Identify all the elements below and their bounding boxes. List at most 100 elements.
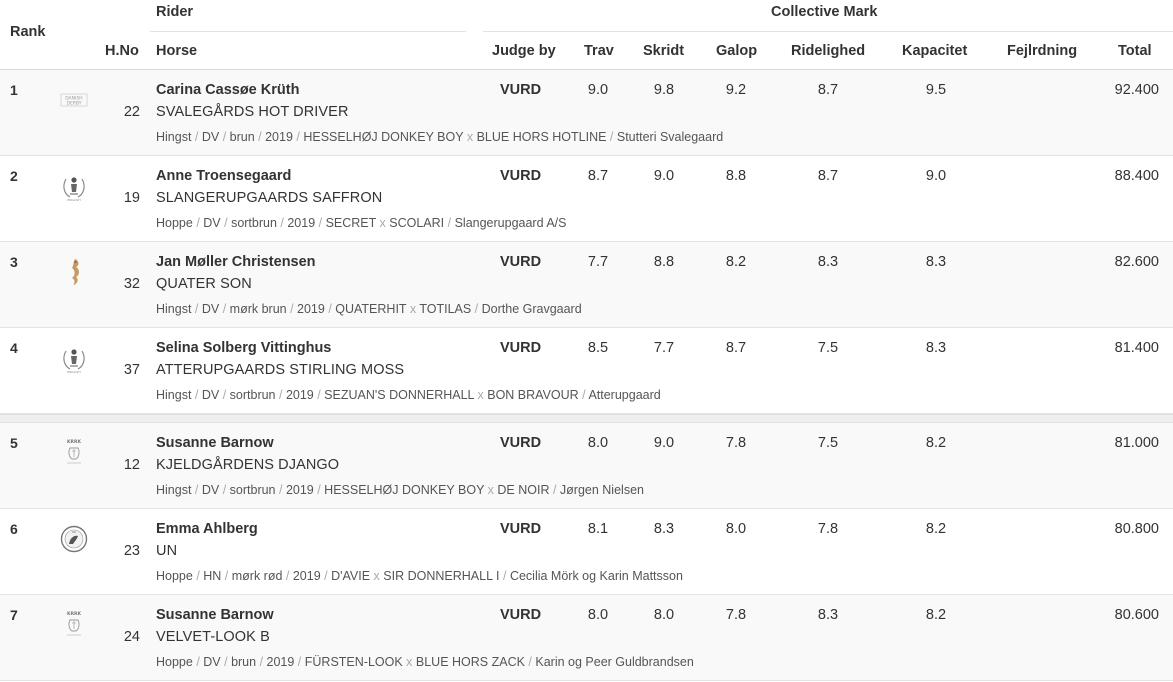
skridt-score: 8.8 [653, 254, 675, 270]
header-judge-by[interactable]: Judge by [492, 43, 556, 59]
horse-name[interactable]: SLANGERUPGAARDS SAFFRON [156, 190, 383, 206]
horse-name[interactable]: KJELDGÅRDENS DJANGO [156, 457, 340, 473]
horse-dam-sire[interactable]: SIR DONNERHALL I [383, 569, 500, 583]
horse-name[interactable]: VELVET-LOOK B [156, 629, 270, 645]
horse-breed: DV [203, 216, 221, 230]
total-score: 82.600 [1114, 254, 1159, 270]
horse-dam-sire[interactable]: TOTILAS [419, 302, 472, 316]
horse-breeder: Atterupgaard [588, 388, 661, 402]
table-row[interactable]: 5 KRRK 12 Susanne Barnow KJELDGÅRDENS DJANGO… [0, 423, 1173, 509]
rider-name[interactable]: Selina Solberg Vittinghus [156, 340, 332, 356]
table-row[interactable]: 4 ENGLISH 37 Selina Solberg Vittinghus ATTER… [0, 328, 1173, 414]
ridelighed-score: 7.5 [817, 340, 839, 356]
horse-breed: DV [203, 655, 221, 669]
rider-name[interactable]: Susanne Barnow [156, 435, 274, 451]
rider-name[interactable]: Emma Ahlberg [156, 521, 258, 537]
rank-cell: 2 [10, 168, 18, 184]
horse-gender: Hingst [156, 388, 192, 402]
horse-dam-sire[interactable]: BON BRAVOUR [487, 388, 579, 402]
kapacitet-score: 9.0 [925, 168, 947, 184]
horse-sire[interactable]: QUATERHIT [335, 302, 407, 316]
horse-pedigree: Hingst / DV / sortbrun / 2019 / HESSELHØ… [156, 483, 644, 497]
svg-text:DANISH: DANISH [65, 96, 82, 102]
horse-pedigree: Hoppe / DV / brun / 2019 / FÜRSTEN-LOOK … [156, 655, 694, 669]
horse-number: 12 [123, 457, 140, 473]
table-row[interactable]: 7 KRRK 24 Susanne Barnow VELVET-LOOK B Hoppe … [0, 595, 1173, 681]
horse-breed: HN [203, 569, 222, 583]
horse-name[interactable]: UN [156, 543, 178, 559]
horse-gender: Hingst [156, 302, 192, 316]
header-divider [483, 31, 1173, 32]
horse-sire[interactable]: D'AVIE [331, 569, 371, 583]
kapacitet-score: 8.2 [925, 521, 947, 537]
rider-name[interactable]: Jan Møller Christensen [156, 254, 316, 270]
horse-year: 2019 [287, 216, 316, 230]
horse-number: 23 [123, 543, 140, 559]
table-row[interactable]: 6 23 Emma Ahlberg UN Hoppe / HN / mørk rød /… [0, 509, 1173, 595]
horse-dam-sire[interactable]: BLUE HORS ZACK [415, 655, 525, 669]
galop-score: 7.8 [725, 435, 747, 451]
horse-gender: Hingst [156, 130, 192, 144]
rider-name[interactable]: Susanne Barnow [156, 607, 274, 623]
horse-sire[interactable]: SECRET [325, 216, 377, 230]
rank-cell: 4 [10, 340, 18, 356]
horse-name[interactable]: ATTERUPGAARDS STIRLING MOSS [156, 362, 405, 378]
judge-by-cell: VURD [500, 82, 542, 98]
ridelighed-score: 8.7 [817, 168, 839, 184]
svg-text:KRRK: KRRK [67, 611, 81, 617]
skridt-score: 8.0 [653, 607, 675, 623]
horse-color: mørk brun [229, 302, 287, 316]
horse-name[interactable]: QUATER SON [156, 276, 252, 292]
horse-sire[interactable]: SEZUAN'S DONNERHALL [324, 388, 475, 402]
horse-pedigree: Hingst / DV / mørk brun / 2019 / QUATERH… [156, 302, 582, 316]
header-rider[interactable]: Rider [156, 4, 194, 20]
header-horse[interactable]: Horse [156, 43, 198, 59]
horse-gender: Hingst [156, 483, 192, 497]
rider-name[interactable]: Carina Cassøe Krüth [156, 82, 300, 98]
horse-dam-sire[interactable]: BLUE HORS HOTLINE [476, 130, 607, 144]
horse-sire[interactable]: FÜRSTEN-LOOK [304, 655, 403, 669]
galop-score: 8.0 [725, 521, 747, 537]
total-score: 88.400 [1114, 168, 1159, 184]
rider-emblem-logo: ENGLISH [58, 170, 90, 202]
rank-cell: 1 [10, 82, 18, 98]
horse-year: 2019 [292, 569, 321, 583]
total-score: 92.400 [1114, 82, 1159, 98]
header-fejlrdning[interactable]: Fejlrdning [1007, 43, 1078, 59]
total-score: 81.000 [1114, 435, 1159, 451]
rider-name[interactable]: Anne Troensegaard [156, 168, 292, 184]
judge-by-cell: VURD [500, 340, 542, 356]
horse-dam-sire[interactable]: DE NOIR [497, 483, 550, 497]
header-hno[interactable]: H.No [105, 43, 139, 59]
horse-sire[interactable]: HESSELHØJ DONKEY BOY [303, 130, 464, 144]
table-row[interactable]: 1 DANISH DERBY 22 Carina Cassøe Krüth SVALEGÅ… [0, 70, 1173, 156]
total-score: 80.600 [1114, 607, 1159, 623]
skridt-score: 9.0 [653, 435, 675, 451]
trav-score: 8.0 [587, 435, 609, 451]
header-trav[interactable]: Trav [584, 43, 614, 59]
horse-breeder: Cecilia Mörk og Karin Mattsson [509, 569, 683, 583]
horse-color: sortbrun [229, 483, 276, 497]
horse-year: 2019 [297, 302, 325, 316]
horse-color: brun [229, 130, 255, 144]
header-skridt[interactable]: Skridt [643, 43, 685, 59]
ridelighed-score: 7.5 [817, 435, 839, 451]
header-galop[interactable]: Galop [716, 43, 758, 59]
header-total[interactable]: Total [1118, 43, 1152, 59]
svg-text:KRRK: KRRK [67, 439, 81, 445]
kapacitet-score: 8.2 [925, 435, 947, 451]
trav-score: 9.0 [587, 82, 609, 98]
header-collective-mark: Collective Mark [771, 4, 878, 20]
table-row[interactable]: 3 32 Jan Møller Christensen QUATER SON Hings… [0, 242, 1173, 328]
header-kapacitet[interactable]: Kapacitet [902, 43, 968, 59]
galop-score: 8.7 [725, 340, 747, 356]
horse-year: 2019 [266, 655, 295, 669]
header-ridelighed[interactable]: Ridelighed [791, 43, 866, 59]
header-rank[interactable]: Rank [10, 24, 46, 40]
horse-name[interactable]: SVALEGÅRDS HOT DRIVER [156, 104, 349, 120]
kapacitet-score: 8.3 [925, 340, 947, 356]
table-row[interactable]: 2 ENGLISH 19 Anne Troensegaard SLANGERUPGAAR… [0, 156, 1173, 242]
horse-sire[interactable]: HESSELHØJ DONKEY BOY [324, 483, 485, 497]
horse-dam-sire[interactable]: SCOLARI [389, 216, 445, 230]
galop-score: 8.2 [725, 254, 747, 270]
